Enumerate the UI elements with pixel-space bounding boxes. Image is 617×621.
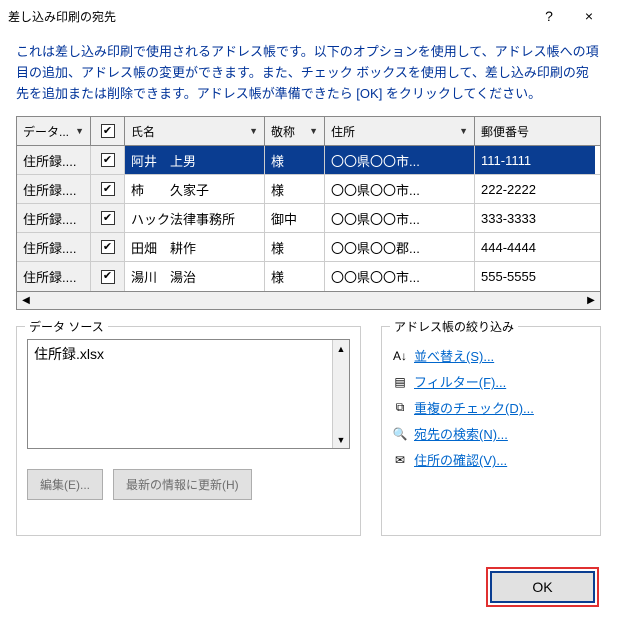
- recipients-grid: データ... ▼ ✔ 氏名 ▼ 敬称 ▼ 住所 ▼ 郵便番号 住所録.... ✔ 阿井 上男…: [16, 116, 601, 310]
- cell-checkbox[interactable]: ✔: [91, 262, 125, 291]
- grid-body: 住所録....✔阿井 上男様〇〇県〇〇市...111-1111住所録....✔柿…: [17, 146, 600, 291]
- col-header-zip[interactable]: 郵便番号: [475, 117, 595, 145]
- check-icon: ✔: [101, 153, 115, 167]
- check-icon: ✔: [101, 211, 115, 225]
- chevron-down-icon: ▼: [309, 126, 318, 136]
- cell-honorific: 様: [265, 262, 325, 291]
- cell-name: 柿 久家子: [125, 175, 265, 203]
- table-row[interactable]: 住所録.... ✔ 阿井 上男様〇〇県〇〇市...111-1111: [17, 146, 600, 175]
- cell-honorific: 御中: [265, 204, 325, 232]
- cell-honorific: 様: [265, 146, 325, 174]
- validate-link-row: ✉ 住所の確認(V)...: [392, 450, 590, 469]
- refine-group: アドレス帳の絞り込み A↓並べ替え(S)... ▤フィルター(F)... ⧉重複…: [381, 326, 601, 536]
- filter-link[interactable]: フィルター(F)...: [414, 372, 506, 391]
- listbox-scrollbar[interactable]: ▲ ▼: [332, 340, 349, 448]
- col-header-datasource-label: データ...: [23, 123, 69, 140]
- cell-name: 田畑 耕作: [125, 233, 265, 261]
- chevron-down-icon: ▼: [459, 126, 468, 136]
- edit-button[interactable]: 編集(E)...: [27, 469, 103, 500]
- check-icon: ✔: [101, 182, 115, 196]
- cell-address: 〇〇県〇〇市...: [325, 204, 475, 232]
- chevron-down-icon: ▼: [75, 126, 84, 136]
- search-icon: 🔍: [392, 426, 408, 442]
- sort-link-row: A↓ 並べ替え(S)...: [392, 346, 590, 365]
- datasource-item[interactable]: 住所録.xlsx: [34, 346, 104, 362]
- cell-datasource: 住所録....: [17, 233, 91, 261]
- table-row[interactable]: 住所録.... ✔ ハック法律事務所御中〇〇県〇〇市...333-3333: [17, 204, 600, 233]
- duplicate-icon: ⧉: [392, 400, 408, 416]
- close-button[interactable]: ×: [569, 2, 609, 30]
- cell-zip: 111-1111: [475, 146, 595, 174]
- filter-link-row: ▤ フィルター(F)...: [392, 372, 590, 391]
- filter-icon: ▤: [392, 374, 408, 390]
- ok-button-highlight: OK: [486, 567, 599, 607]
- horizontal-scrollbar[interactable]: ◀ ▶: [17, 291, 600, 309]
- col-header-address[interactable]: 住所 ▼: [325, 117, 475, 145]
- col-header-zip-label: 郵便番号: [481, 123, 529, 140]
- content-area: これは差し込み印刷で使用されるアドレス帳です。以下のオプションを使用して、アドレ…: [0, 32, 617, 536]
- cell-zip: 444-4444: [475, 233, 595, 261]
- col-header-honorific[interactable]: 敬称 ▼: [265, 117, 325, 145]
- col-header-name-label: 氏名: [131, 123, 155, 140]
- mail-merge-recipients-dialog: 差し込み印刷の宛先 ? × これは差し込み印刷で使用されるアドレス帳です。以下の…: [0, 0, 617, 621]
- dialog-title: 差し込み印刷の宛先: [8, 8, 529, 25]
- cell-address: 〇〇県〇〇市...: [325, 262, 475, 291]
- cell-address: 〇〇県〇〇郡...: [325, 233, 475, 261]
- scroll-right-icon[interactable]: ▶: [582, 292, 600, 309]
- cell-address: 〇〇県〇〇市...: [325, 146, 475, 174]
- cell-name: 湯川 湯治: [125, 262, 265, 291]
- cell-honorific: 様: [265, 233, 325, 261]
- sort-icon: A↓: [392, 348, 408, 364]
- table-row[interactable]: 住所録.... ✔ 柿 久家子様〇〇県〇〇市...222-2222: [17, 175, 600, 204]
- find-link-row: 🔍 宛先の検索(N)...: [392, 424, 590, 443]
- dup-link-row: ⧉ 重複のチェック(D)...: [392, 398, 590, 417]
- cell-datasource: 住所録....: [17, 146, 91, 174]
- table-row[interactable]: 住所録.... ✔ 湯川 湯治様〇〇県〇〇市...555-5555: [17, 262, 600, 291]
- cell-checkbox[interactable]: ✔: [91, 146, 125, 174]
- scroll-up-icon[interactable]: ▲: [333, 340, 349, 357]
- cell-name: ハック法律事務所: [125, 204, 265, 232]
- cell-checkbox[interactable]: ✔: [91, 204, 125, 232]
- validate-link[interactable]: 住所の確認(V)...: [414, 450, 507, 469]
- grid-header-row: データ... ▼ ✔ 氏名 ▼ 敬称 ▼ 住所 ▼ 郵便番号: [17, 117, 600, 146]
- check-icon: ✔: [101, 270, 115, 284]
- col-header-address-label: 住所: [331, 123, 355, 140]
- dup-link[interactable]: 重複のチェック(D)...: [414, 398, 534, 417]
- refresh-button[interactable]: 最新の情報に更新(H): [113, 469, 252, 500]
- help-button[interactable]: ?: [529, 2, 569, 30]
- col-header-checkbox[interactable]: ✔: [91, 117, 125, 145]
- cell-honorific: 様: [265, 175, 325, 203]
- check-icon: ✔: [101, 240, 115, 254]
- scroll-down-icon[interactable]: ▼: [333, 431, 349, 448]
- col-header-honorific-label: 敬称: [271, 123, 295, 140]
- ok-button[interactable]: OK: [490, 571, 595, 603]
- datasource-buttons: 編集(E)... 最新の情報に更新(H): [27, 469, 350, 500]
- scroll-left-icon[interactable]: ◀: [17, 292, 35, 309]
- datasource-group: データ ソース 住所録.xlsx ▲ ▼ 編集(E)... 最新の情報に更新(H…: [16, 326, 361, 536]
- cell-zip: 333-3333: [475, 204, 595, 232]
- datasource-listbox[interactable]: 住所録.xlsx ▲ ▼: [27, 339, 350, 449]
- cell-name: 阿井 上男: [125, 146, 265, 174]
- cell-datasource: 住所録....: [17, 175, 91, 203]
- cell-zip: 222-2222: [475, 175, 595, 203]
- find-link[interactable]: 宛先の検索(N)...: [414, 424, 508, 443]
- cell-datasource: 住所録....: [17, 262, 91, 291]
- titlebar: 差し込み印刷の宛先 ? ×: [0, 0, 617, 32]
- groups-row: データ ソース 住所録.xlsx ▲ ▼ 編集(E)... 最新の情報に更新(H…: [16, 326, 601, 536]
- col-header-datasource[interactable]: データ... ▼: [17, 117, 91, 145]
- col-header-name[interactable]: 氏名 ▼: [125, 117, 265, 145]
- chevron-down-icon: ▼: [249, 126, 258, 136]
- description-text: これは差し込み印刷で使用されるアドレス帳です。以下のオプションを使用して、アドレ…: [16, 42, 601, 104]
- table-row[interactable]: 住所録.... ✔ 田畑 耕作様〇〇県〇〇郡...444-4444: [17, 233, 600, 262]
- cell-checkbox[interactable]: ✔: [91, 233, 125, 261]
- cell-address: 〇〇県〇〇市...: [325, 175, 475, 203]
- validate-icon: ✉: [392, 452, 408, 468]
- cell-zip: 555-5555: [475, 262, 595, 291]
- sort-link[interactable]: 並べ替え(S)...: [414, 346, 494, 365]
- cell-datasource: 住所録....: [17, 204, 91, 232]
- check-icon: ✔: [101, 124, 115, 138]
- refine-group-label: アドレス帳の絞り込み: [390, 318, 518, 335]
- datasource-group-label: データ ソース: [25, 318, 108, 335]
- cell-checkbox[interactable]: ✔: [91, 175, 125, 203]
